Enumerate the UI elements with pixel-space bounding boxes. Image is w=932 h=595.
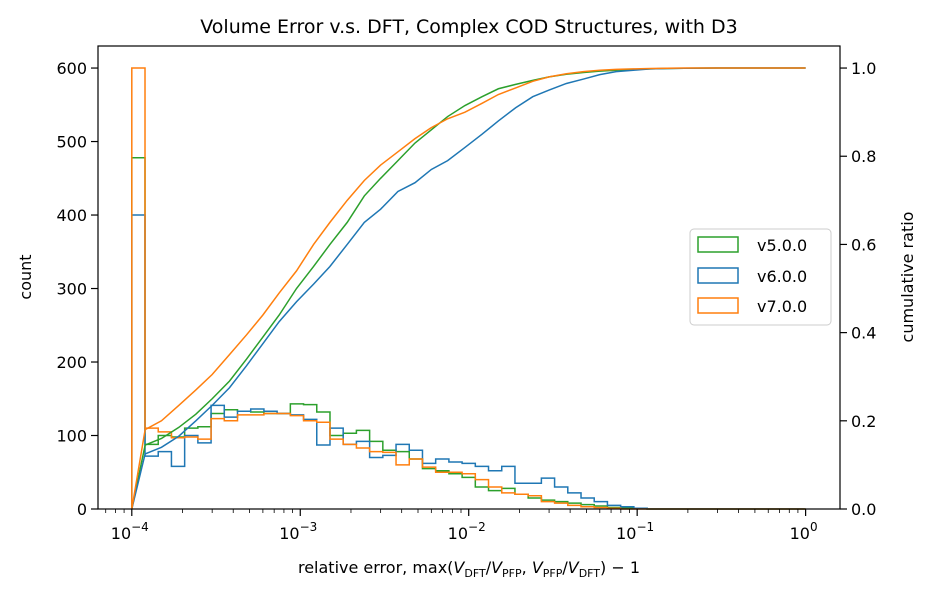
- x-tick-label-3: 10−1: [616, 520, 654, 543]
- x-tick-label-2: 10−2: [448, 520, 486, 543]
- legend-label-v5: v5.0.0: [757, 236, 807, 255]
- x-label-div2: /: [562, 558, 568, 577]
- y-axis-right-label: cumulative ratio: [898, 212, 917, 343]
- x-tick-label-0: 10−4: [111, 520, 149, 543]
- y-right-tick-label-1: 0.2: [851, 412, 876, 431]
- y-right-tick-label-0: 0.0: [851, 500, 876, 519]
- y-left-tick-label-0: 0: [77, 500, 87, 519]
- y-left-tick-label-2: 200: [56, 353, 87, 372]
- cumulative-line-v7-0-0: [131, 67, 806, 510]
- right-y-axis-ticks: 0.0 0.2 0.4 0.6 0.8 1.0: [840, 59, 876, 519]
- y-right-tick-label-4: 0.8: [851, 147, 876, 166]
- legend-label-v6: v6.0.0: [757, 267, 807, 286]
- x-label-s3: PFP: [543, 567, 563, 580]
- y-left-tick-label-5: 500: [56, 133, 87, 152]
- y-right-tick-label-5: 1.0: [851, 59, 876, 78]
- x-tick-label-4: 100: [790, 520, 818, 543]
- x-label-suffix: ) − 1: [600, 558, 640, 577]
- legend-box: [689, 228, 832, 326]
- x-label-s1: DFT: [464, 567, 486, 580]
- x-tick-label-1: 10−3: [279, 520, 317, 543]
- legend: v5.0.0 v6.0.0 v7.0.0: [689, 228, 832, 326]
- legend-swatch-v5: [697, 236, 739, 253]
- x-label-div1: /: [486, 558, 492, 577]
- x-label-v2: V: [491, 558, 503, 577]
- y-right-tick-label-3: 0.6: [851, 235, 876, 254]
- cumulative-layer: [131, 67, 806, 510]
- y-right-tick-label-2: 0.4: [851, 324, 876, 343]
- x-label-v4: V: [568, 558, 580, 577]
- y-left-tick-label-1: 100: [56, 427, 87, 446]
- x-axis-ticks: 10−4 10−3 10−2 10−1 100: [105, 509, 818, 543]
- legend-label-v7: v7.0.0: [757, 297, 807, 316]
- left-y-axis-ticks: 0 100 200 300 400 500 600: [56, 59, 98, 519]
- x-axis-label: relative error, max(VDFT/VPFP, VPFP/VDFT…: [298, 558, 640, 580]
- chart-title: Volume Error v.s. DFT, Complex COD Struc…: [200, 16, 737, 38]
- legend-entry-v5: v5.0.0: [697, 236, 807, 255]
- x-label-s2: PFP: [502, 567, 522, 580]
- x-label-v3: V: [532, 558, 544, 577]
- y-left-tick-label-6: 600: [56, 59, 87, 78]
- legend-entry-v7: v7.0.0: [697, 297, 807, 316]
- y-left-tick-label-3: 300: [56, 280, 87, 299]
- legend-swatch-v7: [697, 297, 739, 314]
- x-label-comma: ,: [522, 558, 532, 577]
- legend-entry-v6: v6.0.0: [697, 267, 807, 286]
- x-label-s4: DFT: [579, 567, 601, 580]
- x-label-prefix: relative error, max(: [298, 558, 453, 577]
- cumulative-line-v6-0-0: [131, 67, 806, 510]
- legend-swatch-v6: [697, 267, 739, 284]
- x-label-v1: V: [453, 558, 465, 577]
- y-left-tick-label-4: 400: [56, 206, 87, 225]
- y-axis-left-label: count: [16, 254, 35, 299]
